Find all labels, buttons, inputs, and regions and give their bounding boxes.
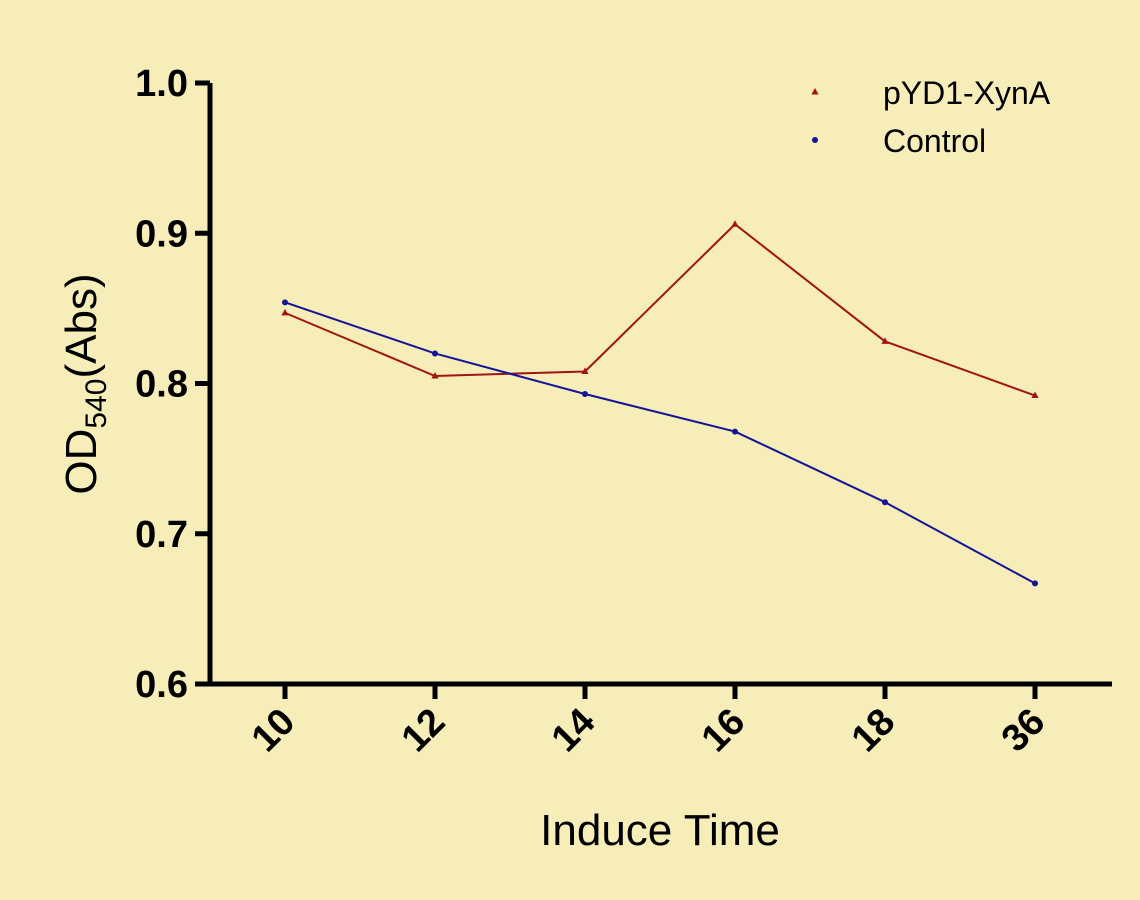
series-line-1 <box>284 222 1036 397</box>
series-layer <box>281 220 1039 587</box>
y-tick-label: 1.0 <box>135 63 188 105</box>
svg-text:OD540(Abs): OD540(Abs) <box>57 273 113 494</box>
y-tick-label: 0.8 <box>135 364 188 406</box>
data-point <box>431 371 439 379</box>
x-tick-label: 10 <box>244 701 304 761</box>
axes <box>207 83 1112 687</box>
x-tick-label: 18 <box>844 701 904 761</box>
data-point <box>581 367 589 374</box>
x-tick-label: 14 <box>544 701 604 761</box>
y-axis-title-unit: (Abs) <box>57 273 106 378</box>
legend-label-1: pYD1-XynA <box>883 75 1051 111</box>
x-tick-label: 36 <box>994 701 1054 761</box>
data-point <box>732 428 738 435</box>
y-tick-label: 0.7 <box>135 514 188 556</box>
data-point <box>1032 580 1038 587</box>
x-ticks: 10 12 14 16 18 36 <box>244 684 1054 761</box>
data-point <box>882 499 888 506</box>
data-point <box>582 391 588 398</box>
y-tick-label: 0.6 <box>135 664 188 706</box>
y-axis-title-main: OD <box>57 429 106 495</box>
data-point <box>1031 391 1039 399</box>
data-point <box>432 350 438 357</box>
y-tick-label: 0.9 <box>135 213 188 255</box>
legend-marker-1 <box>811 88 819 95</box>
data-point <box>881 337 889 344</box>
data-point <box>731 220 739 227</box>
legend: pYD1-XynA Control <box>811 75 1051 159</box>
legend-label-2: Control <box>883 123 986 159</box>
x-axis-title: Induce Time <box>540 806 780 855</box>
data-point <box>281 308 289 316</box>
data-point <box>282 299 288 306</box>
legend-marker-2 <box>812 137 818 143</box>
y-axis-title-sub: 540 <box>80 379 113 429</box>
y-axis-title: OD540(Abs) <box>57 273 113 494</box>
x-tick-label: 16 <box>694 701 754 761</box>
y-ticks: 0.6 0.7 0.8 0.9 1.0 <box>135 63 210 706</box>
series-line-2 <box>284 301 1036 585</box>
x-tick-label: 12 <box>394 701 454 761</box>
